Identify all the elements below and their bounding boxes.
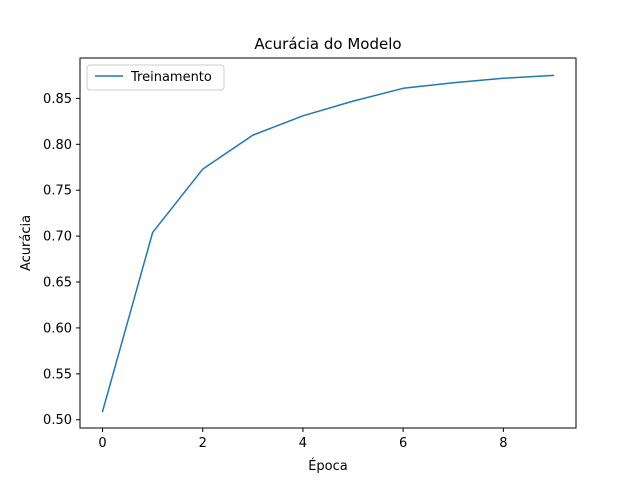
y-tick-label: 0.55 [43, 367, 72, 382]
x-axis-label: Época [308, 458, 348, 474]
y-tick-label: 0.75 [43, 184, 72, 199]
y-tick-label: 0.70 [43, 230, 72, 245]
y-tick-label: 0.60 [43, 321, 72, 336]
legend: Treinamento [86, 64, 225, 91]
series-layer [101, 74, 555, 413]
x-tick-label: 4 [299, 436, 307, 451]
y-tick-label: 0.80 [43, 138, 72, 153]
x-tick-label: 2 [199, 436, 207, 451]
legend-label-treinamento: Treinamento [130, 70, 212, 85]
y-tick-label: 0.85 [43, 92, 72, 107]
y-axis: 0.50 0.55 0.60 0.65 0.70 0.75 0.80 0.85 [43, 92, 80, 428]
x-tick-label: 0 [98, 436, 106, 451]
x-axis: 0 2 4 6 8 [98, 428, 507, 451]
legend-box [86, 64, 225, 91]
y-axis-label: Acurácia [19, 215, 34, 271]
plot-frame [79, 57, 577, 429]
y-tick-label: 0.50 [43, 413, 72, 428]
y-tick-label: 0.65 [43, 276, 72, 291]
x-tick-label: 6 [399, 436, 407, 451]
series-line-treinamento [101, 74, 555, 413]
chart-title: Acurácia do Modelo [254, 35, 401, 53]
x-tick-label: 8 [499, 436, 507, 451]
